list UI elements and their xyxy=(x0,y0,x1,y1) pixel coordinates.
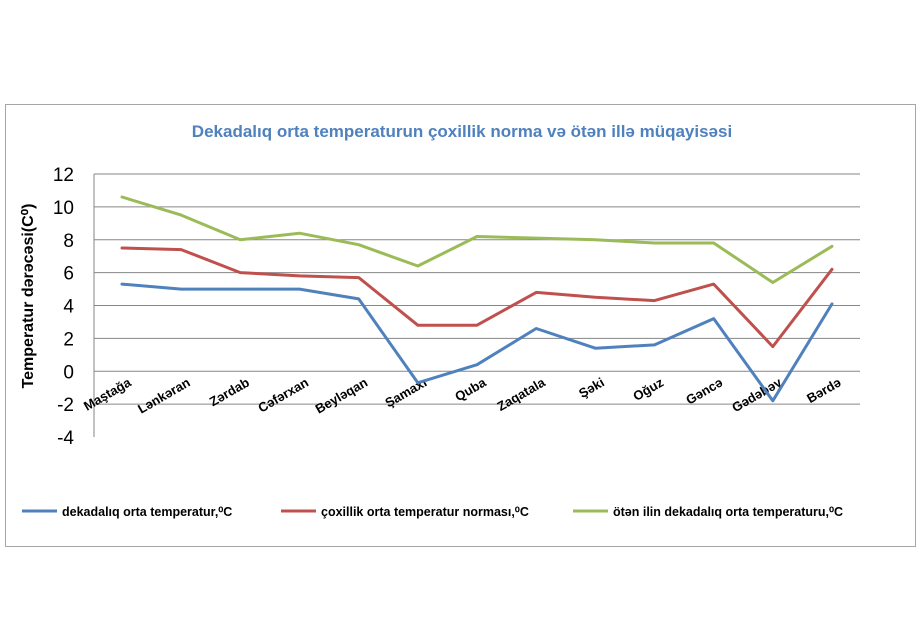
legend-label: çoxillik orta temperatur norması,⁰C xyxy=(321,505,529,519)
y-tick-label: 6 xyxy=(63,264,74,285)
data-point xyxy=(712,317,715,320)
data-point xyxy=(712,242,715,245)
x-tick-label: Cəfərxan xyxy=(255,375,311,416)
x-tick-label: Lənkəran xyxy=(135,375,193,417)
data-point xyxy=(476,363,479,366)
data-point xyxy=(357,297,360,300)
y-tick-label: 0 xyxy=(63,362,74,383)
data-point xyxy=(771,399,774,402)
x-tick-label: Maştağa xyxy=(81,374,134,413)
series-line-3 xyxy=(120,195,834,284)
series-line-2 xyxy=(120,246,834,349)
x-tick-label: Beyləqan xyxy=(313,375,371,417)
y-axis-label: Temperatur dərəcəsi(C⁰) xyxy=(20,204,37,389)
data-point xyxy=(180,248,183,251)
data-point xyxy=(535,291,538,294)
y-tick-label: 2 xyxy=(63,329,74,350)
y-tick-label: -2 xyxy=(57,395,74,416)
data-point xyxy=(357,243,360,246)
legend-label: dekadalıq orta temperatur,⁰C xyxy=(62,505,232,519)
data-point xyxy=(121,283,124,286)
data-point xyxy=(771,345,774,348)
series-lines xyxy=(120,195,834,403)
y-tick-labels: -4 -2 0 2 4 6 8 10 12 xyxy=(53,165,75,449)
data-point xyxy=(476,324,479,327)
x-tick-labels: Maştağa Lənkəran Zərdab Cəfərxan Beyləqan Şam… xyxy=(81,374,844,416)
data-point xyxy=(712,283,715,286)
x-tick-label: Bərdə xyxy=(804,375,843,406)
series-line-1 xyxy=(120,282,834,403)
data-point xyxy=(831,302,834,305)
data-point xyxy=(239,238,242,241)
y-tick-label: 12 xyxy=(53,165,74,186)
x-tick-label: Şəki xyxy=(576,375,607,401)
data-point xyxy=(771,281,774,284)
legend: dekadalıq orta temperatur,⁰C çoxillik ort… xyxy=(22,505,843,519)
data-point xyxy=(594,238,597,241)
data-point xyxy=(239,288,242,291)
data-point xyxy=(476,235,479,238)
data-point xyxy=(653,242,656,245)
data-point xyxy=(180,288,183,291)
x-tick-label: Zaqatala xyxy=(494,374,548,414)
y-tick-label: 8 xyxy=(63,231,74,252)
y-tick-label: -4 xyxy=(57,428,74,449)
data-point xyxy=(831,268,834,271)
data-point xyxy=(594,347,597,350)
x-tick-label: Gəncə xyxy=(683,375,725,408)
gridlines xyxy=(93,173,860,437)
data-point xyxy=(416,265,419,268)
chart-title: Dekadalıq orta temperaturun çoxillik nor… xyxy=(192,122,732,141)
data-point xyxy=(594,296,597,299)
data-point xyxy=(416,324,419,327)
data-point xyxy=(653,299,656,302)
x-tick-label: Oğuz xyxy=(630,374,666,403)
data-point xyxy=(121,196,124,199)
x-tick-label: Quba xyxy=(452,374,489,404)
data-point xyxy=(298,288,301,291)
y-tick-label: 4 xyxy=(63,297,74,318)
data-point xyxy=(121,246,124,249)
data-point xyxy=(653,343,656,346)
data-point xyxy=(535,327,538,330)
data-point xyxy=(239,271,242,274)
y-tick-label: 10 xyxy=(53,198,74,219)
data-point xyxy=(535,237,538,240)
data-point xyxy=(357,276,360,279)
legend-label: ötən ilin dekadalıq orta temperaturu,⁰C xyxy=(613,505,843,519)
data-point xyxy=(831,245,834,248)
data-point xyxy=(298,232,301,235)
data-point xyxy=(416,381,419,384)
data-point xyxy=(298,274,301,277)
data-point xyxy=(180,214,183,217)
